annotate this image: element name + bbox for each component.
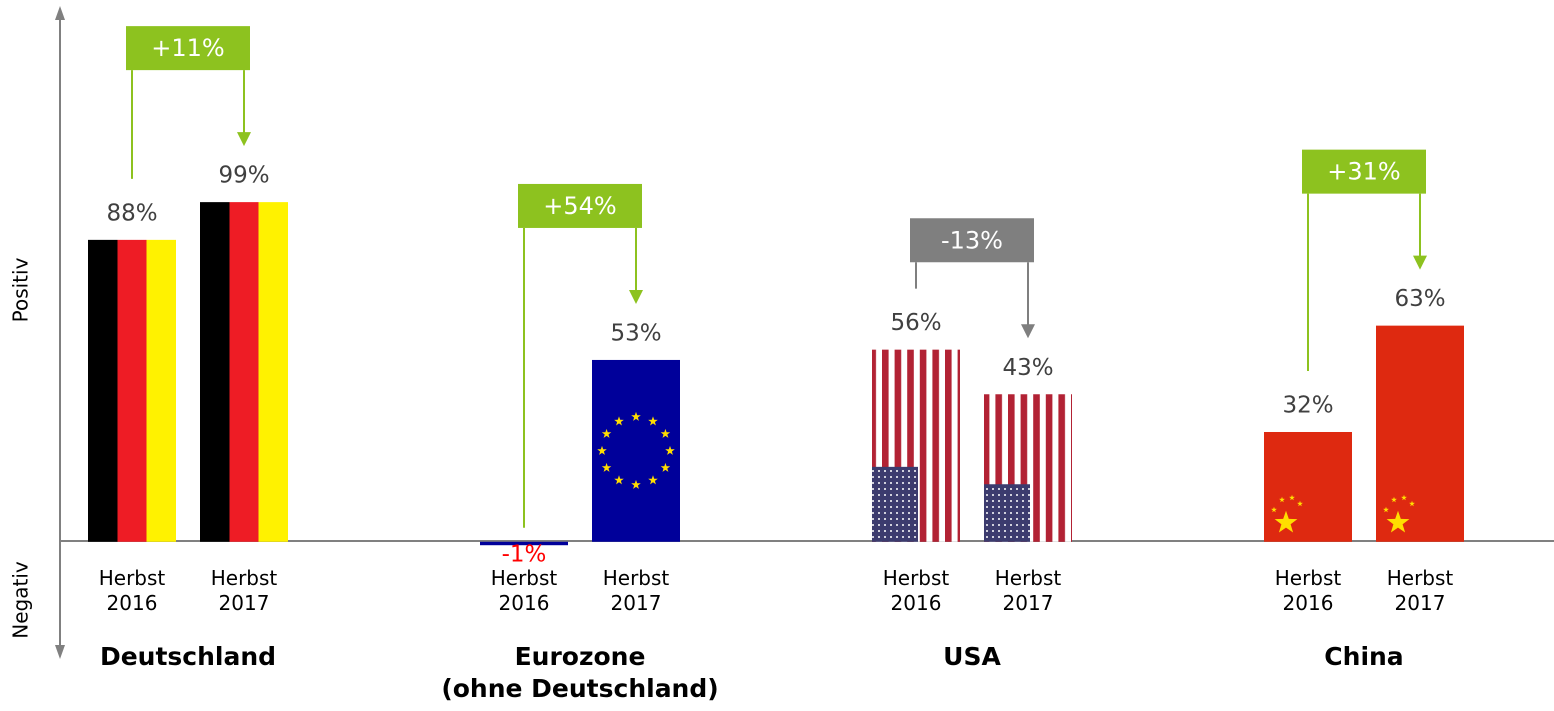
- category-label: Eurozone (ohne Deutschland): [441, 642, 719, 703]
- flag-star: [1391, 496, 1397, 503]
- flag-star: [660, 428, 671, 438]
- x-tick-label: Herbst 2017: [602, 566, 670, 615]
- change-box: [910, 218, 1034, 263]
- axis-arrow: [55, 6, 65, 20]
- axis-arrow: [55, 645, 65, 659]
- flag-canton: [984, 484, 1030, 542]
- flag-star: [614, 416, 624, 426]
- flag-star: [665, 445, 675, 455]
- flag-star: [1271, 506, 1277, 513]
- flag-star: [1274, 510, 1298, 533]
- category-label: USA: [943, 642, 1001, 671]
- flag-star: [1409, 500, 1415, 507]
- flag-star: [614, 475, 624, 485]
- change-arrow: [237, 132, 251, 147]
- bar: [592, 359, 680, 542]
- value-label: 53%: [610, 320, 661, 346]
- flag-star: [601, 428, 612, 438]
- bar: [1376, 325, 1464, 542]
- change-arrow: [629, 289, 643, 304]
- flag-star: [1297, 500, 1303, 507]
- x-tick-label: Herbst 2017: [994, 566, 1062, 615]
- change-arrow: [1413, 255, 1427, 270]
- flag-star: [1279, 496, 1285, 503]
- x-tick-label: Herbst 2016: [1274, 566, 1342, 615]
- bar: [88, 239, 176, 542]
- y-label-negative: Negativ: [9, 561, 33, 639]
- change-label: +31%: [1327, 158, 1400, 186]
- change-arrow: [1021, 324, 1035, 339]
- flag-star: [597, 445, 607, 455]
- value-label: -1%: [502, 542, 547, 568]
- flag-star: [648, 475, 658, 485]
- x-tick-label: Herbst 2016: [490, 566, 558, 615]
- flag-canton: [872, 466, 918, 542]
- x-tick-label: Herbst 2016: [98, 566, 166, 615]
- x-tick-label: Herbst 2017: [210, 566, 278, 615]
- y-label-positive: Positiv: [9, 257, 33, 322]
- flag-star: [631, 479, 641, 489]
- flag-star: [1386, 510, 1410, 533]
- value-label: 88%: [106, 200, 157, 226]
- flag-star: [648, 416, 658, 426]
- flag-star: [1383, 506, 1389, 513]
- bar: [1264, 431, 1352, 542]
- change-box: [126, 26, 250, 71]
- value-label: 99%: [218, 163, 269, 189]
- value-label: 32%: [1282, 392, 1333, 418]
- x-tick-label: Herbst 2017: [1386, 566, 1454, 615]
- x-tick-label: Herbst 2016: [882, 566, 950, 615]
- flag-star: [601, 462, 612, 472]
- bar: [200, 202, 288, 542]
- value-label: 63%: [1394, 286, 1445, 312]
- category-label: Deutschland: [99, 642, 277, 671]
- change-label: +54%: [543, 192, 616, 220]
- change-box: [1302, 149, 1426, 194]
- flag-star: [1401, 494, 1407, 501]
- category-label: China: [1324, 642, 1404, 671]
- change-box: [518, 183, 642, 228]
- value-label: 43%: [1002, 355, 1053, 381]
- bar: [480, 541, 568, 546]
- flag-star: [1289, 494, 1295, 501]
- value-label: 56%: [890, 310, 941, 336]
- change-label: -13%: [941, 226, 1003, 254]
- change-label: +11%: [151, 34, 224, 62]
- flag-star: [660, 462, 671, 472]
- flag-star: [631, 411, 641, 421]
